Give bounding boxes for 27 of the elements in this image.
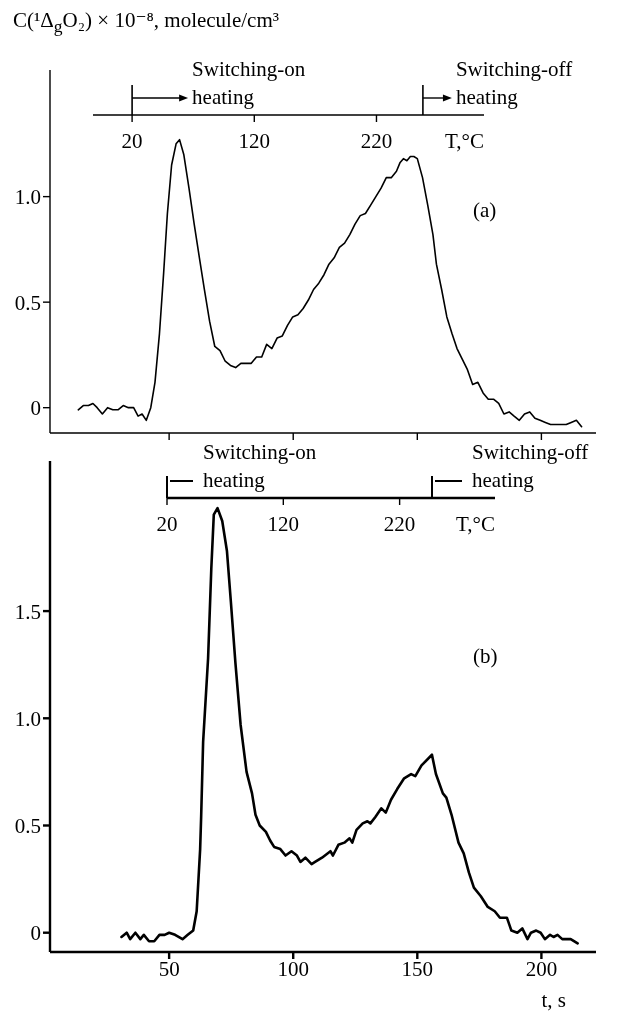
x-axis-title: t, s: [541, 988, 566, 1013]
x2-tick-label: 120: [267, 512, 300, 536]
annotation: Switching-on heating: [203, 440, 317, 492]
annotation: (b): [473, 644, 498, 669]
annotation: (a): [473, 198, 497, 223]
y-tick-label: 1.0: [14, 706, 41, 731]
x2-tick-label: 20: [156, 512, 178, 536]
y-tick-label: 0.5: [14, 290, 41, 315]
x-tick-label: 150: [401, 956, 434, 981]
y-tick-label: 0.5: [14, 813, 41, 838]
x-tick-label: 50: [158, 956, 180, 981]
x-tick-label: 200: [525, 956, 558, 981]
x2-tick-label: 220: [360, 129, 393, 153]
ref-line-label: Switching-off heating: [455, 57, 573, 109]
x2-tick-label: 220: [383, 512, 416, 536]
y-tick-label: 0: [30, 921, 41, 946]
annotation: Switching-off heating: [472, 440, 589, 492]
ref-line-label: Switching-on heating: [192, 57, 306, 109]
y-tick-label: 1.5: [14, 599, 41, 624]
x2-tick-label: 20: [121, 129, 143, 153]
y-tick-label: 1.0: [14, 185, 41, 210]
x2-axis-title: T,°C: [445, 129, 484, 153]
x2-tick-label: 120: [238, 129, 271, 153]
y-tick-label: 0: [30, 396, 41, 421]
y-axis-title: C(¹Δ$_{g}$O₂) × 10⁻⁸, molecule/cm³: [13, 8, 280, 38]
x2-axis-title: T,°C: [456, 512, 495, 536]
x-tick-label: 100: [277, 956, 309, 981]
